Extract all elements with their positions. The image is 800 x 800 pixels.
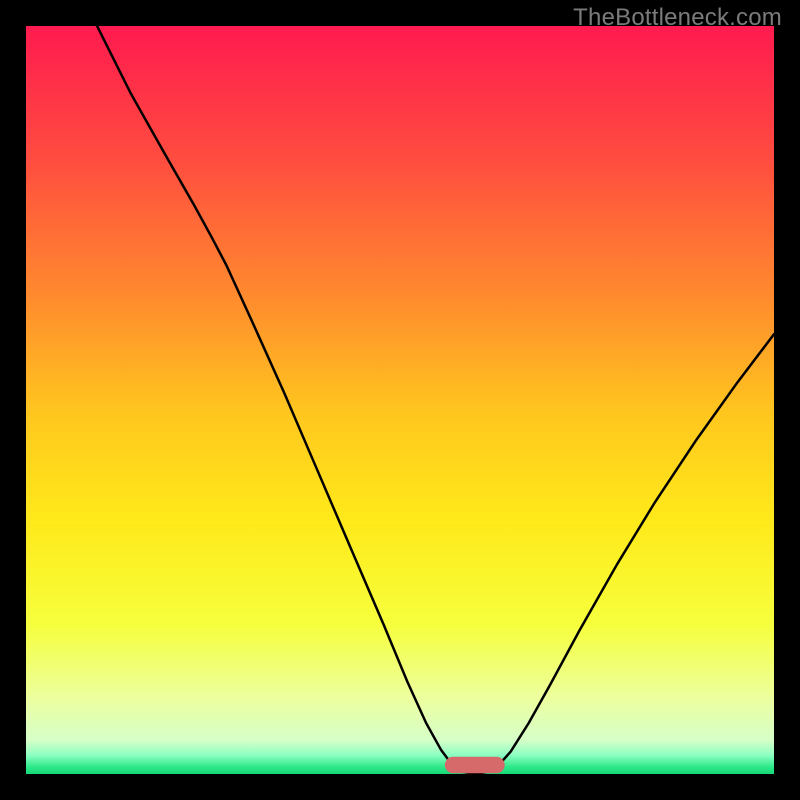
watermark-text: TheBottleneck.com <box>573 4 782 32</box>
plot-area <box>26 26 774 774</box>
bottleneck-chart-svg <box>26 26 774 774</box>
chart-frame: TheBottleneck.com <box>0 0 800 800</box>
optimal-marker <box>445 757 505 773</box>
